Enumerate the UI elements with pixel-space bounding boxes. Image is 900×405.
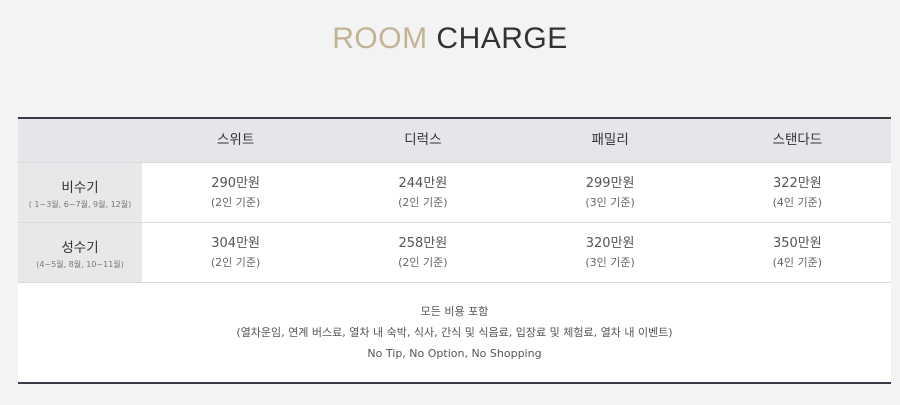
price-cell: 299만원 (3인 기준)	[585, 175, 635, 209]
season-cell: 성수기 (4~5월, 8월, 10~11월)	[18, 223, 142, 282]
price-cell: 304만원 (2인 기준)	[210, 235, 261, 269]
header-family: 패밀리	[591, 132, 629, 148]
header-suite: 스위트	[216, 132, 255, 148]
table-header: 스위트 디럭스 패밀리 스탠다드	[18, 119, 891, 163]
page-title: ROOM CHARGE	[332, 22, 568, 55]
header-deluxe: 디럭스	[404, 132, 442, 148]
table-row: 성수기 (4~5월, 8월, 10~11월) 304만원 (2인 기준) 258만원…	[18, 223, 891, 283]
price-cell: 322만원 (4인 기준)	[772, 175, 823, 209]
price-cell: 320만원 (3인 기준)	[585, 235, 635, 269]
price-cell: 258만원 (2인 기준)	[398, 235, 448, 269]
footer-included: 모든 비용 포함	[420, 305, 489, 318]
footer-no-extras: No Tip, No Option, No Shopping	[367, 347, 542, 360]
table-footer: 모든 비용 포함 (열차운임, 연계 버스료, 열차 내 숙박, 식사, 간식 …	[18, 283, 891, 382]
header-standard: 스탠다드	[772, 132, 823, 148]
price-cell: 290만원 (2인 기준)	[210, 175, 261, 209]
table-row: 비수기( 1~3월, 6~7월, 9월, 12월) 290만원 (2인 기준) 2…	[18, 163, 891, 223]
price-cell: 350만원 (4인 기준)	[772, 235, 823, 269]
room-charge-table: 스위트 디럭스 패밀리 스탠다드 비수기( 1~3월, 6~7월, 9월, 12…	[18, 117, 891, 384]
footer-included-list: (열차운임, 연계 버스료, 열차 내 숙박, 식사, 간식 및 식음료, 입장…	[236, 326, 673, 339]
season-cell: 비수기( 1~3월, 6~7월, 9월, 12월)	[18, 163, 142, 222]
price-cell: 244만원 (2인 기준)	[398, 175, 448, 209]
